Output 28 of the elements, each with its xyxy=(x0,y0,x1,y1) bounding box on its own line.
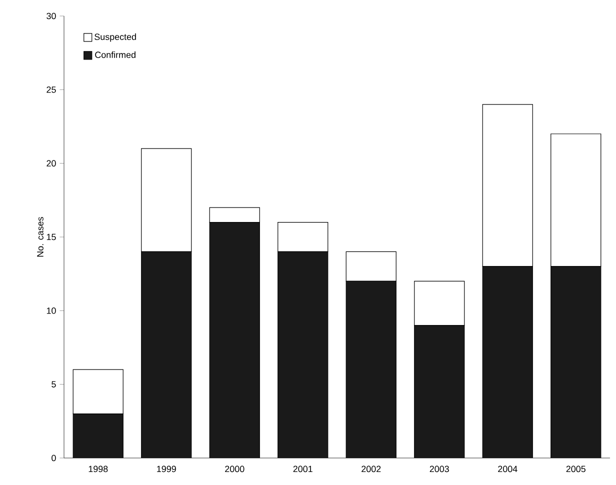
y-tick-label: 25 xyxy=(46,86,56,93)
bar xyxy=(141,252,192,458)
bar xyxy=(550,266,602,458)
bar xyxy=(278,252,328,458)
bar xyxy=(414,325,464,458)
y-tick-label: 15 xyxy=(46,234,56,240)
bar xyxy=(346,281,396,458)
x-tick-label: 2004 xyxy=(498,466,518,472)
y-tick-label: 20 xyxy=(46,160,56,167)
bar xyxy=(346,251,396,282)
y-axis-title: No. cases xyxy=(37,216,44,257)
y-tick-label: 10 xyxy=(46,307,56,314)
bar xyxy=(210,222,260,458)
y-tick-label: 30 xyxy=(46,12,56,20)
x-tick-label: 2005 xyxy=(566,466,586,472)
bar xyxy=(73,414,124,458)
x-tick-label: 2000 xyxy=(225,466,244,472)
legend-label: Suspected xyxy=(94,33,136,42)
y-tick-label: 0 xyxy=(52,454,56,462)
x-tick-label: 2003 xyxy=(430,466,449,472)
x-tick-label: 2001 xyxy=(293,466,312,472)
x-tick-label: 1999 xyxy=(157,466,176,472)
bar xyxy=(414,280,465,326)
x-tick-label: 1998 xyxy=(88,466,108,472)
bar xyxy=(482,266,533,458)
x-tick-label: 2002 xyxy=(362,466,381,472)
y-tick-label: 5 xyxy=(52,381,56,388)
legend-label: Confirmed xyxy=(95,51,136,58)
